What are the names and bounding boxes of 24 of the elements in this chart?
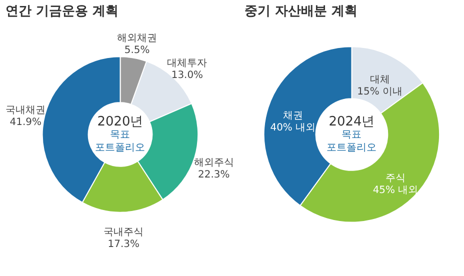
chart-title: 중기 자산배분 계획 — [244, 4, 358, 20]
chart-title: 연간 기금운용 계획 — [6, 4, 119, 20]
slice-label: 국내채권 — [6, 104, 46, 116]
text: 2020년 — [97, 114, 144, 130]
data-label: 13.0% — [171, 70, 204, 82]
slice-label: 채권 — [282, 110, 303, 122]
slice-label: 국내주식 — [104, 227, 144, 238]
data-label: 40% 내외 — [270, 122, 316, 134]
text: 목표 — [110, 129, 130, 140]
text: 포트폴리오 — [326, 142, 377, 154]
slice-label: 해외채권 — [117, 33, 158, 44]
data-label: 5.5% — [124, 45, 150, 56]
data-label: 15% 이내 — [357, 86, 402, 98]
text: 2024년 — [328, 114, 375, 130]
text: 포트폴리오 — [95, 142, 146, 154]
slice-label: 대체 — [370, 74, 390, 86]
slice-label: 주식 — [385, 173, 406, 184]
data-label: 45% 내외 — [372, 185, 418, 196]
slice-label: 대체투자 — [167, 58, 208, 70]
data-label: 22.3% — [198, 170, 230, 181]
data-label: 41.9% — [10, 116, 42, 128]
data-label: 17.3% — [108, 239, 140, 250]
slice-label: 해외주식 — [194, 158, 234, 169]
text: 목표 — [342, 129, 362, 140]
